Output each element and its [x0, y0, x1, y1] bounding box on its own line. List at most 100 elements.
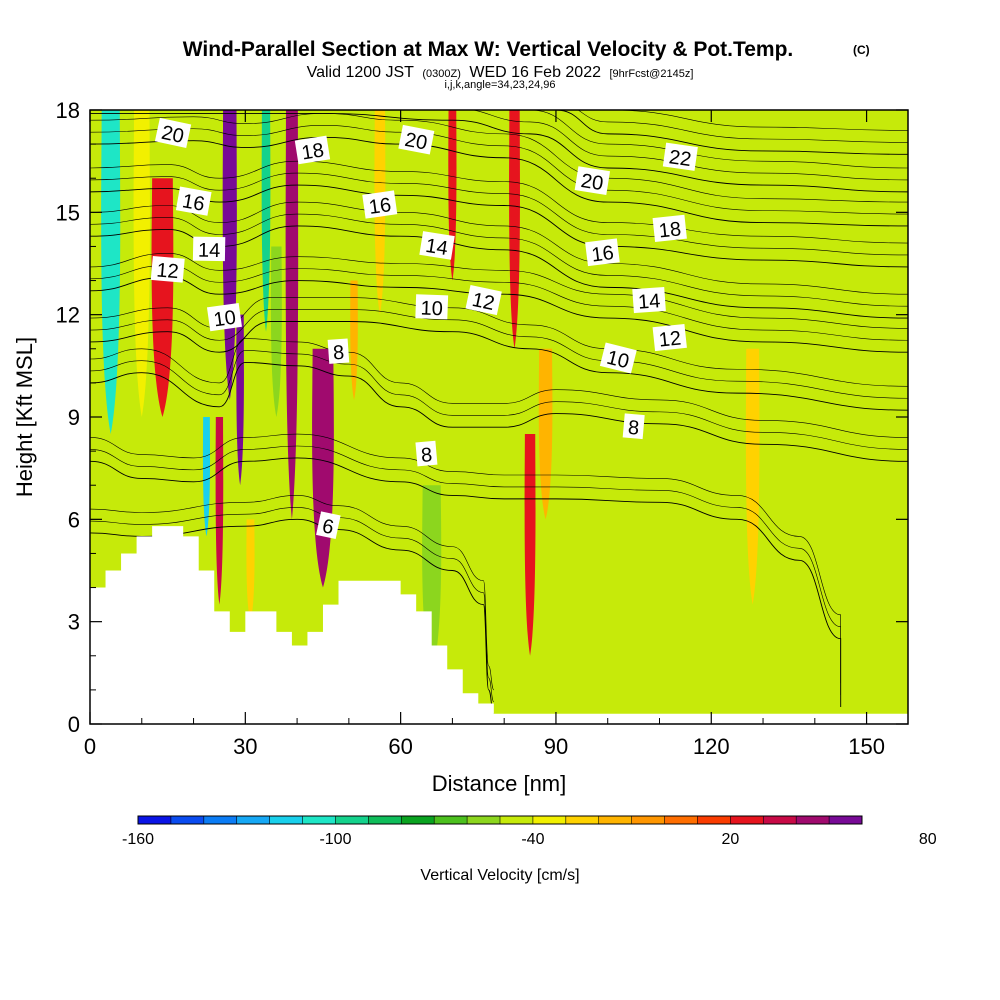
svg-text:18: 18 [658, 218, 682, 242]
y-tick-label: 0 [68, 712, 80, 737]
colorbar-tick-label: -40 [521, 831, 544, 848]
subtitle-utc: (0300Z) [422, 68, 461, 80]
theta-contour-label: 16 [585, 238, 620, 267]
theta-contour-label: 8 [327, 338, 350, 365]
colorbar-swatch [796, 816, 830, 824]
x-tick-label: 150 [848, 734, 885, 759]
svg-text:12: 12 [658, 327, 682, 351]
svg-text:12: 12 [156, 259, 180, 283]
y-tick-label: 15 [56, 200, 80, 225]
colorbar-swatch [434, 816, 468, 824]
theta-contour-line [90, 213, 908, 307]
theta-contour-label: 10 [206, 302, 242, 332]
colorbar-swatch [565, 816, 600, 824]
theta-contour-line [599, 110, 908, 131]
colorbar-swatch [138, 816, 172, 824]
colorbar-swatch [401, 816, 435, 824]
theta-contour-label: 8 [415, 440, 438, 467]
theta-contour-line [90, 172, 908, 256]
theta-contour-line [90, 338, 908, 438]
svg-text:20: 20 [579, 170, 604, 195]
svg-text:20: 20 [159, 122, 185, 148]
x-axis-label: Distance [nm] [432, 771, 567, 796]
chart-title: Wind-Parallel Section at Max W: Vertical… [183, 38, 794, 61]
velocity-streak [236, 314, 244, 486]
theta-contour-label: 10 [599, 342, 637, 374]
theta-contour-label: 10 [415, 294, 449, 320]
svg-text:16: 16 [368, 194, 393, 219]
velocity-field [101, 110, 760, 673]
theta-contour-line [471, 110, 908, 181]
svg-text:6: 6 [320, 515, 335, 539]
colorbar-label: Vertical Velocity [cm/s] [420, 867, 579, 884]
subtitle-valid: Valid 1200 JST [307, 64, 415, 81]
svg-text:8: 8 [420, 444, 433, 467]
y-tick-label: 18 [56, 98, 80, 123]
theta-contour-line [517, 110, 908, 169]
colorbar-swatch [763, 816, 797, 824]
theta-contour-label: 16 [175, 186, 212, 216]
theta-contour-line [90, 518, 495, 715]
theta-contour-label: 14 [192, 236, 226, 262]
theta-contour-label: 18 [294, 135, 331, 165]
colorbar-swatch [664, 816, 698, 824]
velocity-streak [524, 434, 536, 656]
subtitle-date: WED 16 Feb 2022 [469, 64, 601, 81]
theta-contour-line [90, 264, 908, 341]
theta-contour-line [90, 160, 908, 244]
svg-text:8: 8 [332, 342, 345, 365]
colorbar-swatch [368, 816, 402, 824]
colorbar-swatch [730, 816, 764, 824]
theta-contour-label: 14 [632, 286, 666, 314]
x-tick-label: 120 [693, 734, 730, 759]
colorbar-swatch [269, 816, 304, 824]
svg-text:14: 14 [198, 240, 221, 262]
theta-contour-line [90, 136, 908, 227]
theta-contour-label: 12 [150, 255, 185, 283]
theta-contour-line [577, 110, 908, 143]
theta-contour-line [90, 433, 841, 684]
colorbar-swatch [467, 816, 501, 824]
colorbar-tick-label: 80 [919, 831, 937, 848]
theta-contour-line [90, 125, 908, 215]
svg-text:14: 14 [637, 290, 661, 313]
y-tick-label: 12 [56, 303, 80, 328]
svg-text:8: 8 [627, 417, 640, 440]
velocity-streak [285, 110, 299, 520]
theta-contour-line [90, 201, 908, 295]
colorbar-swatch [598, 816, 633, 824]
theta-contour-line [90, 252, 908, 329]
svg-text:22: 22 [668, 146, 693, 171]
colorbar-swatch [203, 816, 238, 824]
theta-contour-label: 6 [316, 511, 341, 539]
x-tick-label: 0 [84, 734, 96, 759]
svg-text:16: 16 [181, 190, 207, 216]
theta-contour-label: 22 [662, 142, 698, 171]
colorbar-swatch [302, 816, 336, 824]
velocity-streak [246, 519, 255, 622]
colorbar-swatch [170, 816, 205, 824]
subtitle-forecast: [9hrFcst@2145z] [609, 68, 693, 80]
velocity-streak [421, 110, 432, 315]
theta-contour-line [90, 113, 908, 203]
terrain-mask [90, 526, 908, 724]
velocity-streak [133, 110, 150, 417]
colorbar-swatch [236, 816, 271, 824]
theta-contour-line [90, 276, 908, 353]
colorbar-swatch [829, 816, 863, 824]
colorbar-swatch [631, 816, 666, 824]
colorbar-tick-label: -160 [122, 831, 154, 848]
velocity-streak [350, 280, 358, 400]
theta-contour-label: 18 [652, 214, 687, 242]
svg-text:18: 18 [300, 139, 325, 164]
theta-contour-line [90, 495, 495, 691]
svg-text:10: 10 [212, 307, 237, 332]
subtitle-indices: i,j,k,angle=34,23,24,96 [444, 79, 555, 91]
velocity-streak [487, 110, 500, 469]
velocity-streak [215, 417, 224, 605]
theta-contour-label: 14 [419, 231, 455, 260]
velocity-streak [270, 246, 282, 417]
colorbar-swatch [532, 816, 567, 824]
theta-contour-label: 20 [398, 124, 435, 155]
